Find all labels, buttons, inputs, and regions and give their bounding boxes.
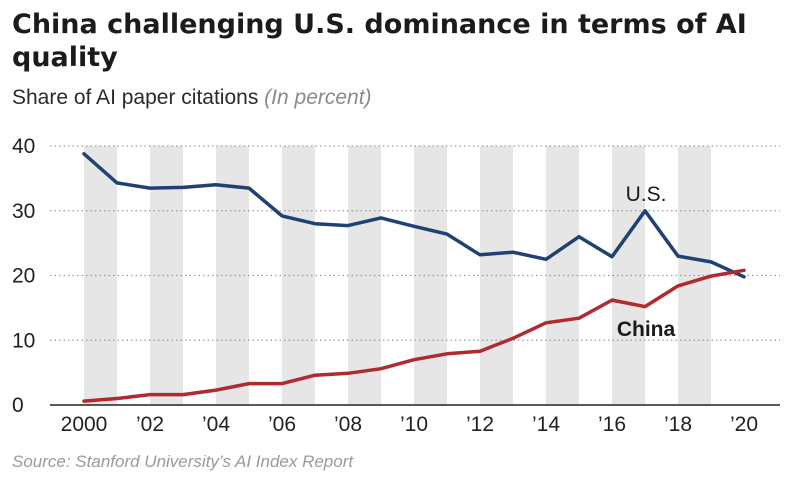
series-line-us — [82, 152, 746, 279]
y-tick-label-40: 40 — [12, 135, 35, 158]
x-tick-label-2014: ’14 — [532, 413, 560, 436]
x-tick-label-2002: ’02 — [136, 413, 164, 436]
series-label-china: China — [617, 318, 676, 341]
source-note: Source: Stanford University’s AI Index R… — [12, 452, 354, 471]
subtitle-text: Share of AI paper citations — [12, 86, 259, 109]
subtitle-unit: (In percent) — [264, 86, 372, 109]
series-line-china — [82, 268, 746, 403]
x-tick-label-2018: ’18 — [664, 413, 692, 436]
y-tick-label-20: 20 — [12, 265, 35, 288]
series-label-us: U.S. — [626, 183, 667, 206]
y-tick-label-10: 10 — [12, 329, 35, 352]
x-tick-label-2000: 2000 — [61, 413, 108, 436]
x-tick-label-2016: ’16 — [598, 413, 626, 436]
x-tick-label-2020: ’20 — [730, 413, 758, 436]
x-tick-label-2012: ’12 — [466, 413, 494, 436]
chart-subtitle: Share of AI paper citations (In percent) — [12, 86, 372, 110]
x-tick-label-2006: ’06 — [268, 413, 296, 436]
chart-title: China challenging U.S. dominance in term… — [12, 9, 747, 73]
y-tick-label-0: 0 — [12, 394, 24, 417]
x-tick-label-2004: ’04 — [202, 413, 230, 436]
x-tick-label-2010: ’10 — [400, 413, 428, 436]
y-tick-label-30: 30 — [12, 200, 35, 223]
x-tick-label-2008: ’08 — [334, 413, 362, 436]
